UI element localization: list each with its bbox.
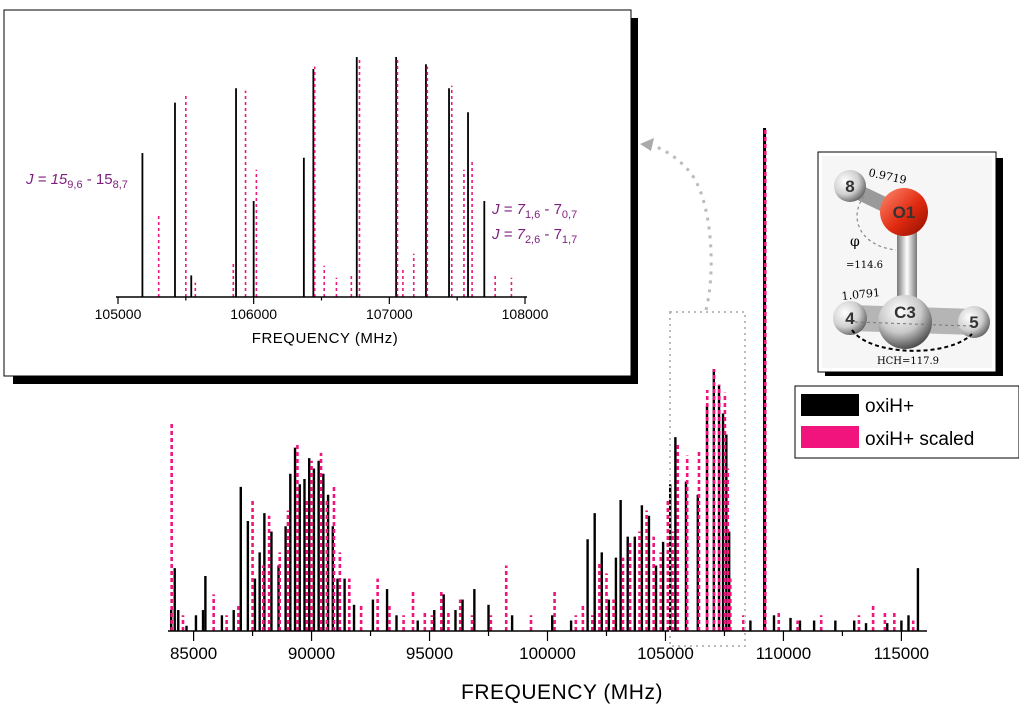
atom-hydrogen-4: [833, 301, 867, 335]
atom-oxygen: [880, 188, 928, 236]
atom-hydrogen-8: [834, 170, 866, 202]
zoom-arrow-head: [640, 138, 654, 151]
hch-angle-value: HCH=117.9: [877, 356, 939, 367]
x-tick-label: 108000: [502, 306, 549, 322]
inset-panel: 105000 106000 107000 108000 FREQUENCY (MHz)…: [3, 9, 638, 384]
x-tick-label: 115000: [874, 644, 929, 663]
zoom-arrow-curve: [649, 143, 713, 311]
zoom-guides: [640, 138, 746, 647]
phi-symbol: φ: [850, 234, 860, 250]
atom-label-5: 5: [969, 313, 978, 332]
atom-carbon: [878, 295, 932, 349]
atom-label-o1: O1: [893, 203, 916, 222]
legend-label-oxih: oxiH+: [865, 396, 914, 417]
x-tick-label: 105000: [95, 306, 142, 322]
bond-c-o: [897, 218, 917, 300]
zoom-region-box: [669, 311, 746, 647]
inset-spectrum-marks: [141, 57, 513, 297]
phi-angle-arc: [856, 195, 897, 251]
inset-x-axis-title: FREQUENCY (MHz): [252, 330, 398, 347]
x-tick-label: 107000: [366, 306, 413, 322]
main-spectrum-chart: 85000 90000 95000 100000 105000 110000 115000 …: [168, 127, 929, 704]
atom-label-8: 8: [845, 177, 854, 196]
inset-x-axis: 105000 106000 107000 108000: [95, 296, 549, 322]
hch-baseline: [854, 321, 971, 327]
main-spectrum-marks: [169, 127, 920, 631]
x-tick-label: 85000: [170, 644, 217, 663]
main-x-axis-title: FREQUENCY (MHz): [461, 681, 663, 704]
legend-swatch-oxih-scaled: [801, 426, 859, 448]
legend-label-oxih-scaled: oxiH+ scaled: [865, 429, 974, 450]
transition-label-1: J = 71,6 - 70,7: [491, 201, 577, 221]
x-tick-label: 110000: [756, 644, 811, 663]
legend-swatch-oxih: [801, 394, 859, 416]
x-tick-label: 90000: [288, 644, 335, 663]
hch-angle-arc: [851, 329, 973, 352]
atom-label-4: 4: [845, 309, 855, 328]
transition-label-0: J = 159,6 - 158,7: [25, 171, 128, 191]
transition-label-2: J = 72,6 - 71,7: [491, 226, 577, 246]
x-tick-label: 106000: [230, 306, 277, 322]
x-tick-label: 105000: [637, 644, 694, 663]
x-tick-label: 100000: [519, 644, 576, 663]
inset-frame: [3, 9, 632, 377]
x-tick-label: 95000: [406, 644, 453, 663]
inset-annotations: J = 159,6 - 158,7 J = 71,6 - 70,7 J = 72,6…: [25, 171, 577, 246]
phi-angle-value: =114.6: [846, 260, 883, 271]
legend: oxiH+ oxiH+ scaled: [794, 385, 1019, 459]
atom-label-c3: C3: [894, 303, 916, 322]
molecule-panel: 8 O1 C3 4 5 0.9719 1.0791 φ =114.6 HCH=1…: [817, 151, 1003, 376]
atom-hydrogen-5: [958, 306, 990, 338]
main-x-axis: 85000 90000 95000 100000 105000 110000 115000: [168, 630, 929, 663]
bond-length-ch: 1.0791: [841, 286, 881, 303]
